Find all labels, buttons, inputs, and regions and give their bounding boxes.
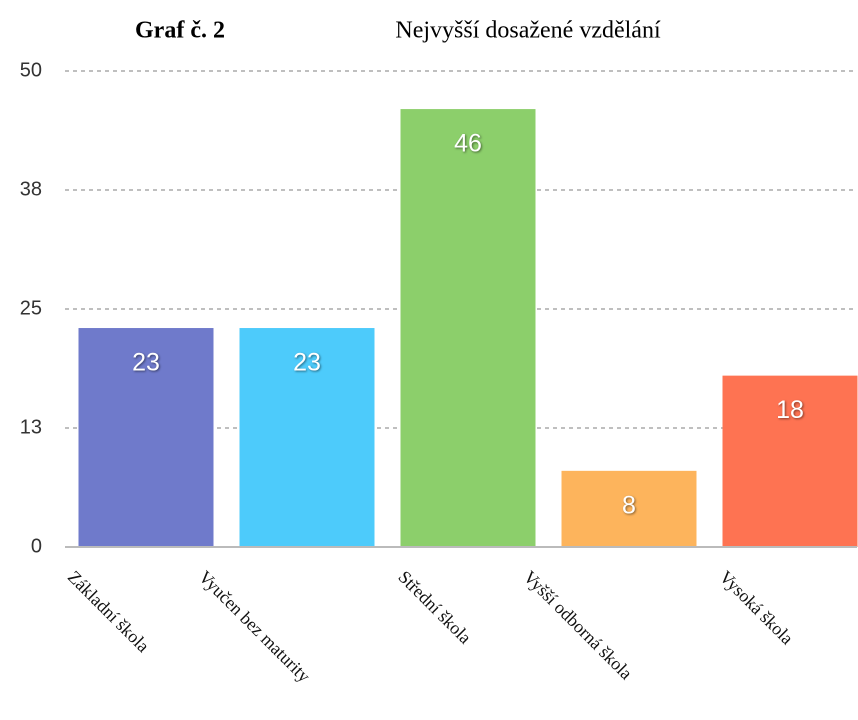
x-tick-label: Střední škola	[394, 567, 475, 648]
y-tick-label: 50	[20, 59, 42, 81]
x-tick-label: Vyšší odborná škola	[520, 567, 637, 684]
bar	[722, 375, 858, 547]
chart-title: Graf č. 2	[135, 18, 225, 44]
value-label: 18	[776, 396, 804, 424]
bar	[400, 109, 536, 547]
x-tick-label: Vyučen bez maturity	[195, 567, 314, 686]
x-tick-label: Vysoká škola	[716, 567, 798, 649]
chart-subtitle: Nejvyšší dosažené vzdělání	[395, 18, 661, 44]
value-label: 8	[622, 491, 636, 519]
bar	[561, 470, 697, 547]
y-tick-label: 0	[31, 535, 42, 557]
y-tick-label: 25	[20, 297, 42, 319]
value-label: 23	[132, 349, 160, 377]
x-tick-label: Základní škola	[64, 567, 153, 656]
bar	[78, 328, 214, 547]
y-tick-label: 13	[20, 416, 42, 438]
value-label: 46	[454, 130, 482, 158]
y-tick-label: 38	[20, 178, 42, 200]
value-label: 23	[293, 349, 321, 377]
bar	[239, 328, 375, 547]
